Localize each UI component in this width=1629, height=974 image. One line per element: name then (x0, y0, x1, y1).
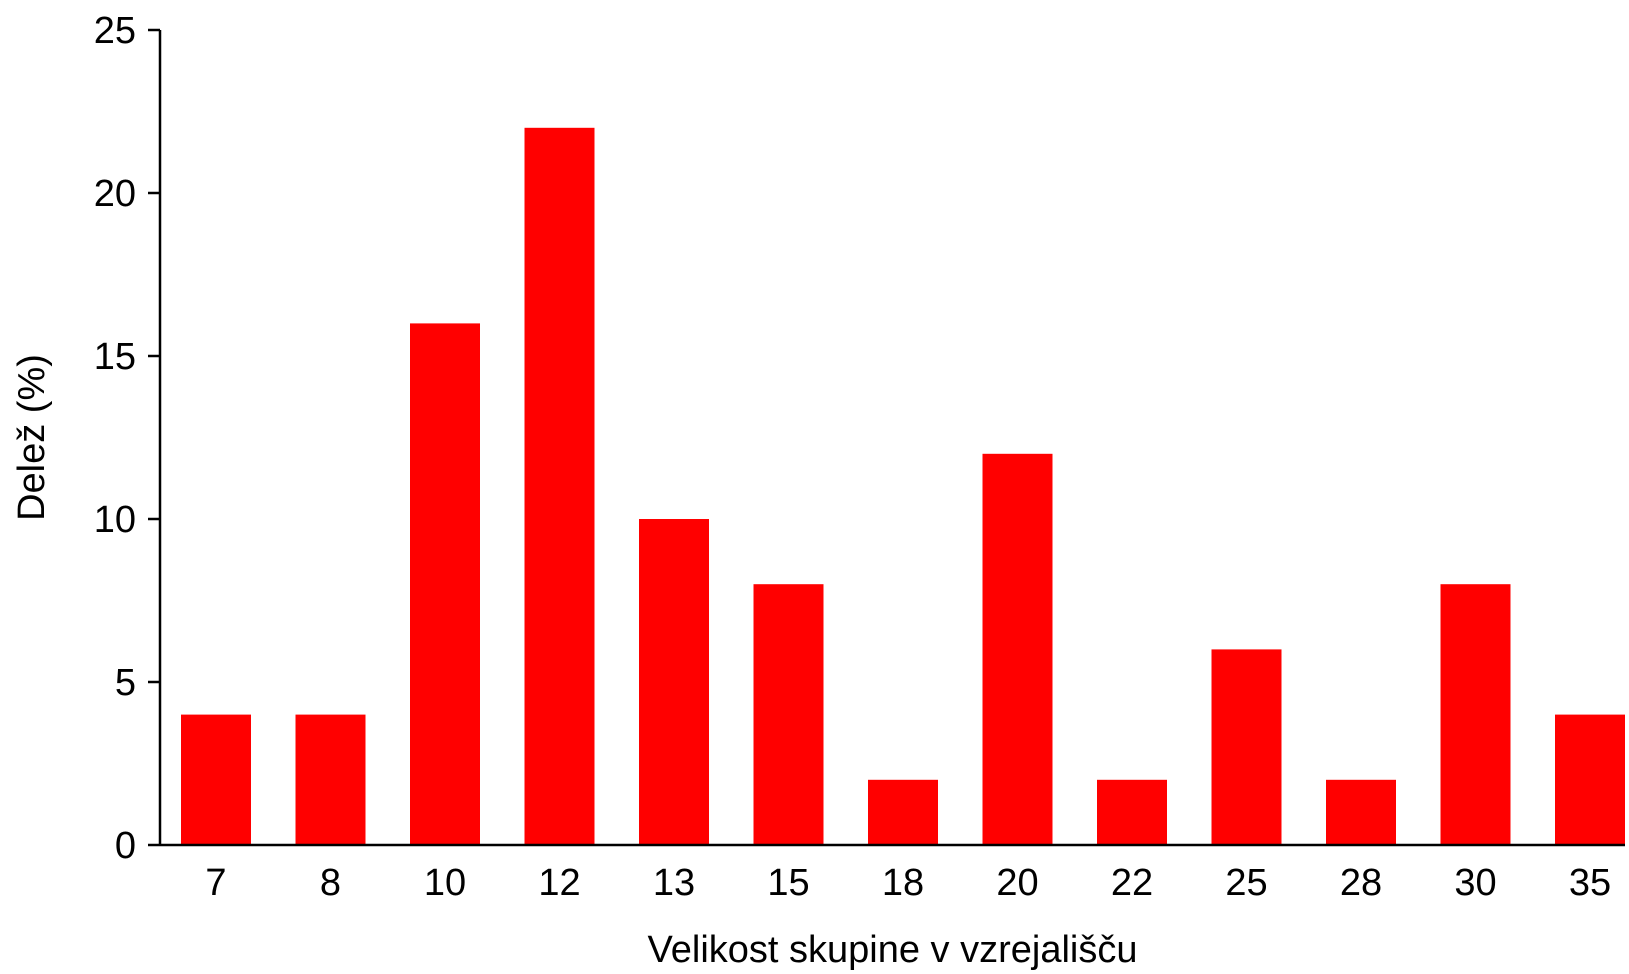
x-tick-label-15: 15 (767, 862, 809, 904)
x-tick-label-12: 12 (538, 862, 580, 904)
bar-7 (181, 714, 251, 845)
x-tick-label-35: 35 (1569, 862, 1611, 904)
y-tick-label-0: 0 (115, 825, 136, 867)
bar-13 (639, 519, 709, 845)
x-tick-label-8: 8 (320, 862, 341, 904)
bar-12 (524, 127, 595, 846)
y-tick-label-15: 15 (94, 336, 136, 378)
bar-28 (1326, 779, 1396, 845)
bar-30 (1440, 584, 1511, 845)
x-tick-label-10: 10 (424, 862, 466, 904)
x-tick-label-30: 30 (1454, 862, 1496, 904)
y-tick-label-25: 25 (94, 10, 136, 52)
bar-25 (1211, 649, 1282, 845)
bar-15 (753, 584, 824, 845)
x-tick-label-25: 25 (1225, 862, 1267, 904)
bar-20 (982, 453, 1053, 845)
x-tick-label-28: 28 (1340, 862, 1382, 904)
y-ticks-group: 0 5 10 15 20 25 (94, 10, 160, 867)
x-tick-label-7: 7 (205, 862, 226, 904)
x-axis-title: Velikost skupine v vzrejališču (648, 929, 1138, 971)
bar-35 (1555, 714, 1625, 845)
x-tick-label-18: 18 (882, 862, 924, 904)
x-tick-label-13: 13 (653, 862, 695, 904)
axes-group (158, 30, 1625, 847)
bar-22 (1097, 779, 1167, 845)
bars-group (181, 127, 1625, 846)
x-ticks-group: 7 8 10 12 13 15 18 20 22 25 28 30 35 (205, 862, 1611, 904)
x-tick-label-20: 20 (996, 862, 1038, 904)
bar-10 (410, 323, 480, 845)
x-tick-label-22: 22 (1111, 862, 1153, 904)
y-tick-label-20: 20 (94, 173, 136, 215)
bar-18 (868, 779, 938, 845)
y-axis-title: Delež (%) (11, 354, 53, 521)
y-tick-label-10: 10 (94, 499, 136, 541)
y-tick-label-5: 5 (115, 662, 136, 704)
bar-8 (295, 714, 366, 845)
